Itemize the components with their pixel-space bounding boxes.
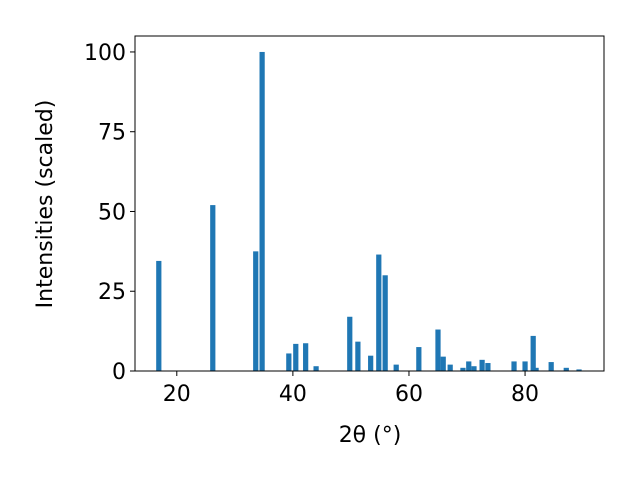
x-tick-label: 80 <box>511 382 539 407</box>
bar <box>355 341 361 371</box>
bar <box>471 366 477 371</box>
bar <box>210 205 216 371</box>
bar <box>479 359 485 371</box>
bar <box>533 367 539 371</box>
bar <box>253 251 259 371</box>
bar <box>440 356 446 371</box>
bar <box>576 369 582 371</box>
bar <box>286 353 292 371</box>
bar <box>416 347 422 371</box>
x-tick-label: 60 <box>395 382 423 407</box>
bar <box>293 343 299 371</box>
bar <box>347 316 353 371</box>
y-tick-label: 50 <box>98 200 126 225</box>
bar <box>485 363 491 371</box>
bar <box>548 362 554 371</box>
bar <box>259 51 265 371</box>
x-tick-label: 20 <box>163 382 191 407</box>
bar <box>563 367 569 371</box>
x-tick-label: 40 <box>279 382 307 407</box>
bar <box>435 329 441 371</box>
bar <box>313 366 319 371</box>
bar <box>382 275 388 371</box>
x-axis-label: 2θ (°) <box>339 423 402 448</box>
bar <box>303 343 309 371</box>
bar <box>376 254 382 371</box>
bar <box>393 364 399 371</box>
bar <box>460 367 466 371</box>
bar <box>156 260 162 371</box>
bar <box>530 335 536 371</box>
bar <box>447 364 453 371</box>
y-tick-label: 0 <box>112 360 126 385</box>
y-tick-label: 75 <box>98 121 126 146</box>
bar <box>522 361 528 371</box>
bar <box>466 361 472 371</box>
plot-frame <box>134 35 605 372</box>
bar <box>368 355 374 371</box>
y-axis-label: Intensities (scaled) <box>33 100 58 309</box>
y-tick-label: 25 <box>98 280 126 305</box>
bar <box>511 361 517 371</box>
y-tick-label: 100 <box>84 41 126 66</box>
